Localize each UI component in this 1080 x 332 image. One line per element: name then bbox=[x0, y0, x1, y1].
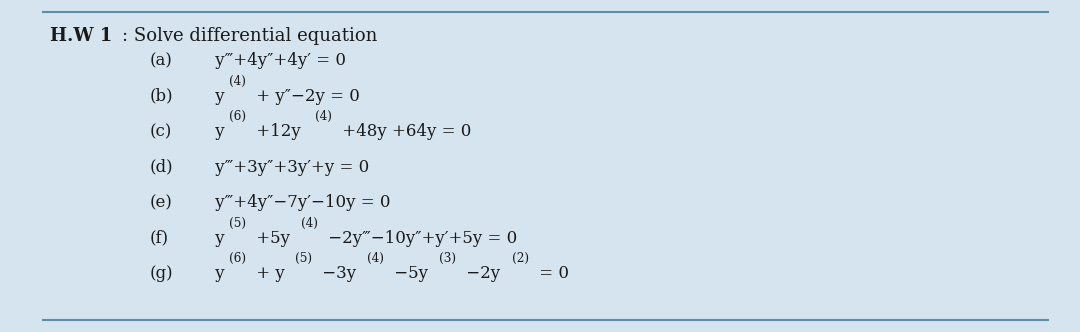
Text: −2y: −2y bbox=[461, 265, 500, 282]
Text: H.W 1: H.W 1 bbox=[50, 27, 112, 45]
Text: (b): (b) bbox=[150, 88, 174, 105]
Text: (g): (g) bbox=[150, 265, 174, 282]
Text: y: y bbox=[210, 88, 225, 105]
Text: y‴+3y″+3y′+y = 0: y‴+3y″+3y′+y = 0 bbox=[210, 158, 369, 176]
Text: (c): (c) bbox=[150, 123, 173, 140]
Text: (2): (2) bbox=[512, 252, 529, 265]
Text: +48y +64y = 0: +48y +64y = 0 bbox=[337, 123, 472, 140]
Text: y‴+4y″+4y′ = 0: y‴+4y″+4y′ = 0 bbox=[210, 52, 346, 69]
Text: −5y: −5y bbox=[389, 265, 428, 282]
Text: (4): (4) bbox=[301, 216, 319, 229]
Text: (4): (4) bbox=[315, 110, 333, 123]
Text: (5): (5) bbox=[295, 252, 312, 265]
Text: y: y bbox=[210, 229, 225, 246]
Text: (6): (6) bbox=[229, 252, 246, 265]
Text: −3y: −3y bbox=[316, 265, 355, 282]
Text: (4): (4) bbox=[229, 74, 246, 88]
Text: +5y: +5y bbox=[251, 229, 289, 246]
Text: (4): (4) bbox=[367, 252, 384, 265]
Text: (3): (3) bbox=[440, 252, 457, 265]
Text: (d): (d) bbox=[150, 158, 174, 176]
Text: +12y: +12y bbox=[251, 123, 300, 140]
Text: y: y bbox=[210, 265, 225, 282]
Text: + y″−2y = 0: + y″−2y = 0 bbox=[251, 88, 360, 105]
Text: = 0: = 0 bbox=[534, 265, 569, 282]
Text: (5): (5) bbox=[229, 216, 246, 229]
Text: (f): (f) bbox=[150, 229, 170, 246]
Text: (a): (a) bbox=[150, 52, 173, 69]
Text: (6): (6) bbox=[229, 110, 246, 123]
Text: y‴+4y″−7y′−10y = 0: y‴+4y″−7y′−10y = 0 bbox=[210, 194, 391, 211]
Text: : Solve differential equation: : Solve differential equation bbox=[122, 27, 377, 45]
Text: + y: + y bbox=[251, 265, 285, 282]
Text: −2y‴−10y″+y′+5y = 0: −2y‴−10y″+y′+5y = 0 bbox=[323, 229, 517, 246]
Text: y: y bbox=[210, 123, 225, 140]
Text: (e): (e) bbox=[150, 194, 173, 211]
